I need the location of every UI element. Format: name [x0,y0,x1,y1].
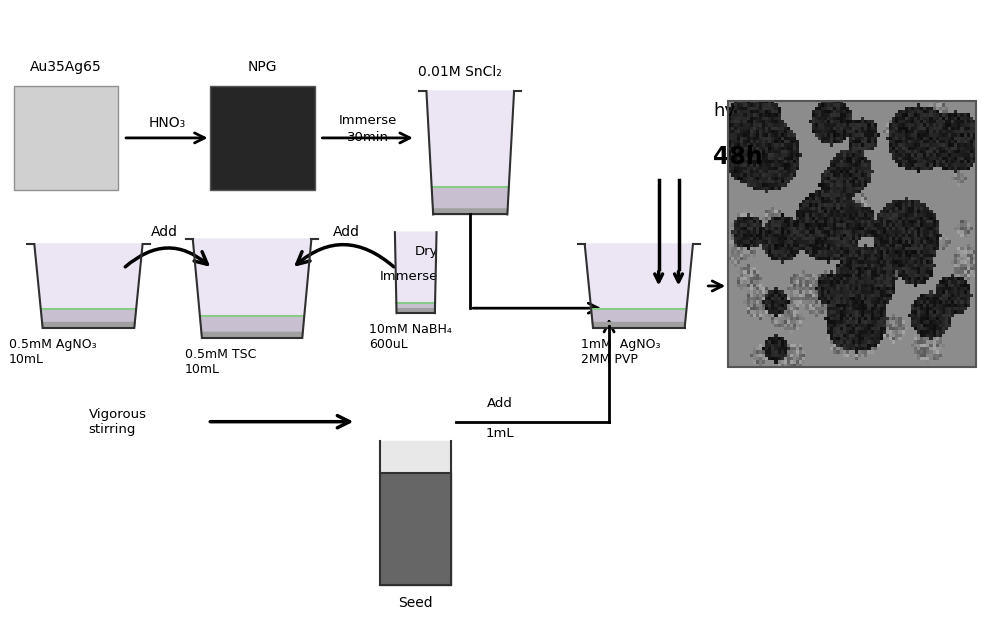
Bar [210,86,315,190]
Polygon shape [591,309,686,328]
Text: NPG: NPG [248,60,277,74]
Polygon shape [34,244,143,328]
Polygon shape [395,232,437,313]
Polygon shape [433,209,508,214]
Text: Dry: Dry [415,245,439,258]
Text: Add: Add [333,225,360,239]
Text: Immerse: Immerse [380,269,439,282]
Polygon shape [585,244,693,328]
Polygon shape [380,473,451,584]
Text: 0.5mM TSC
10mL: 0.5mM TSC 10mL [185,348,256,376]
Text: HNO₃: HNO₃ [148,116,185,130]
Text: hv: hv [713,102,735,120]
Text: 0.5mM AgNO₃
10mL: 0.5mM AgNO₃ 10mL [9,338,97,366]
Text: Immerse: Immerse [338,114,397,127]
Polygon shape [42,323,135,328]
Text: Au35Ag65: Au35Ag65 [30,60,102,74]
Polygon shape [201,332,303,338]
Text: 1mM  AgNO₃
2MM PVP: 1mM AgNO₃ 2MM PVP [581,338,661,366]
Text: 0.01M SnCl₂: 0.01M SnCl₂ [418,65,502,79]
Text: Seed: Seed [398,597,433,610]
Bar [14,86,118,190]
Polygon shape [200,316,304,338]
Polygon shape [432,186,509,214]
Polygon shape [41,309,136,328]
Text: Vigorous
stirring: Vigorous stirring [88,408,146,436]
Polygon shape [396,309,435,313]
Text: Add: Add [151,225,178,239]
Text: 30min: 30min [347,131,389,145]
Text: 48h: 48h [713,145,763,169]
Text: Add: Add [487,397,513,410]
Polygon shape [396,303,435,313]
Polygon shape [426,91,514,214]
Polygon shape [592,323,685,328]
Text: 10mM NaBH₄
600uL: 10mM NaBH₄ 600uL [369,323,452,351]
Polygon shape [193,239,311,338]
Text: 1mL: 1mL [486,427,514,440]
Polygon shape [380,442,451,473]
Bar [728,101,976,367]
